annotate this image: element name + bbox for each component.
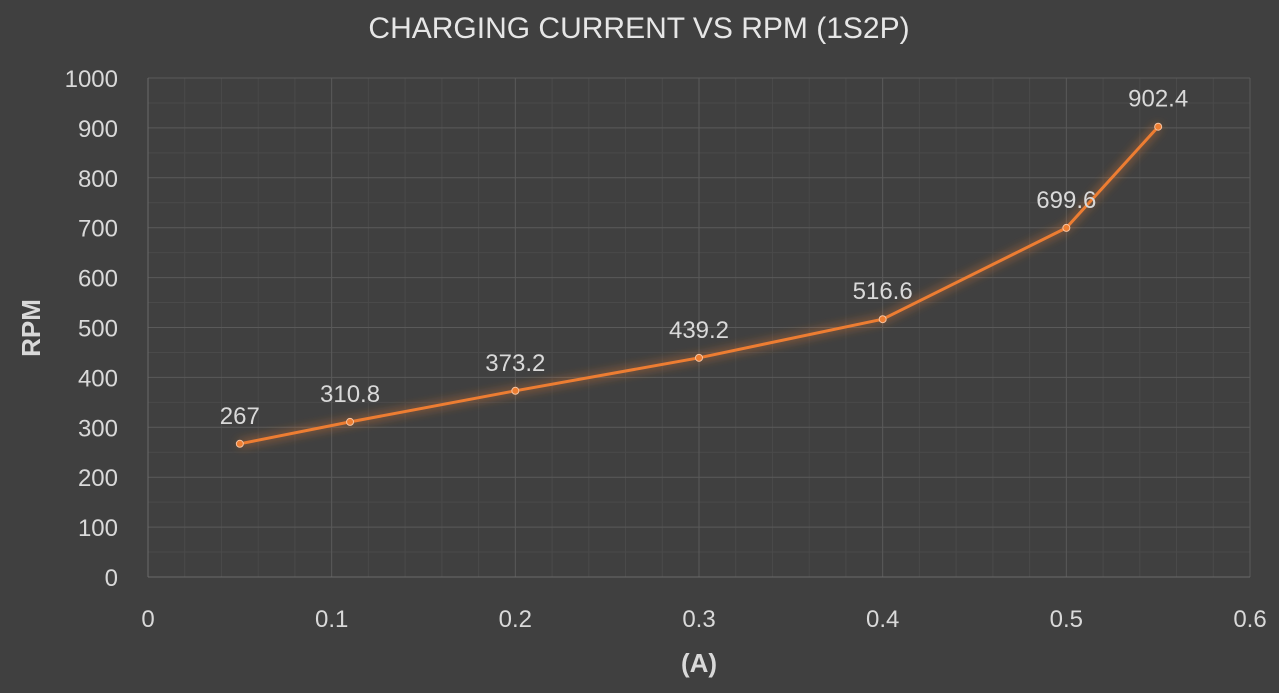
y-tick-label: 700 [78, 216, 118, 243]
x-tick-label: 0 [141, 606, 154, 633]
x-tick-label: 0.1 [315, 606, 348, 633]
series-rpm [235, 122, 1163, 448]
x-tick-label: 0.3 [682, 606, 715, 633]
y-tick-label: 300 [78, 415, 118, 442]
data-point [235, 439, 244, 448]
data-label: 373.2 [485, 350, 545, 377]
data-point [1062, 223, 1071, 232]
data-label: 902.4 [1128, 86, 1188, 113]
y-tick-label: 0 [105, 565, 118, 592]
axes [147, 78, 1250, 578]
x-axis-title: (A) [681, 648, 717, 678]
data-label: 699.6 [1036, 187, 1096, 214]
y-tick-label: 200 [78, 465, 118, 492]
y-tick-label: 800 [78, 166, 118, 193]
x-tick-label: 0.2 [499, 606, 532, 633]
data-labels: 267 310.8 373.2 439.2 516.6 699.6 902.4 [220, 86, 1188, 430]
data-label: 267 [220, 403, 260, 430]
data-label: 310.8 [320, 381, 380, 408]
y-tick-label: 600 [78, 266, 118, 293]
y-tick-labels: 0 100 200 300 400 500 600 700 800 900 1000 [65, 66, 118, 592]
data-label: 516.6 [853, 278, 913, 305]
x-tick-label: 0.5 [1050, 606, 1083, 633]
x-tick-label: 0.6 [1233, 606, 1266, 633]
data-point [1154, 122, 1163, 131]
x-tick-labels: 0 0.1 0.2 0.3 0.4 0.5 0.6 [141, 606, 1266, 633]
y-tick-label: 1000 [65, 66, 118, 93]
y-axis-title: RPM [16, 299, 46, 357]
y-tick-label: 500 [78, 316, 118, 343]
data-point [511, 386, 520, 395]
data-point [695, 353, 703, 362]
x-tick-label: 0.4 [866, 606, 899, 633]
chart-title: CHARGING CURRENT VS RPM (1S2P) [368, 12, 909, 45]
y-tick-label: 900 [78, 116, 118, 143]
data-point [346, 417, 355, 426]
y-tick-label: 400 [78, 365, 118, 392]
data-label: 439.2 [669, 317, 729, 344]
y-tick-label: 100 [78, 515, 118, 542]
data-point [878, 315, 887, 324]
